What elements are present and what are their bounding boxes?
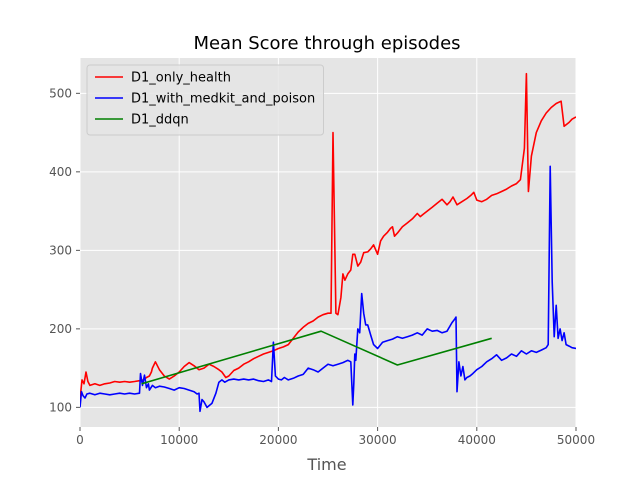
axes: 0 10000 20000 30000 40000 50000 100 200 300 400 50… xyxy=(49,86,595,447)
grid xyxy=(79,58,577,427)
x-tick-label: 40000 xyxy=(458,433,496,447)
x-axis-label: Time xyxy=(306,455,346,474)
legend-label: D1_with_medkit_and_poison xyxy=(131,92,315,107)
legend-box xyxy=(86,64,324,136)
legend-label: D1_only_health xyxy=(131,71,231,86)
series-line-d1-ddqn xyxy=(141,330,492,385)
y-tick-label: 500 xyxy=(49,86,72,100)
series-line-d1-only-health xyxy=(80,72,576,400)
x-tick-label: 20000 xyxy=(259,433,297,447)
x-tick-label: 10000 xyxy=(160,433,198,447)
x-tick-label: 30000 xyxy=(359,433,397,447)
x-tick-label: 0 xyxy=(76,433,84,447)
y-tick-label: 300 xyxy=(49,243,72,257)
legend-label: D1_ddqn xyxy=(131,113,189,128)
series-line-d1-with-medkit-and-poison xyxy=(80,165,576,413)
legend: D1_only_health D1_with_medkit_and_poison D… xyxy=(86,64,324,136)
series-layer xyxy=(80,72,576,413)
y-tick-label: 400 xyxy=(49,165,72,179)
x-tick-label: 50000 xyxy=(557,433,595,447)
y-tick-label: 200 xyxy=(49,322,72,336)
chart-title: Mean Score through episodes xyxy=(193,33,460,54)
y-tick-label: 100 xyxy=(49,400,72,414)
